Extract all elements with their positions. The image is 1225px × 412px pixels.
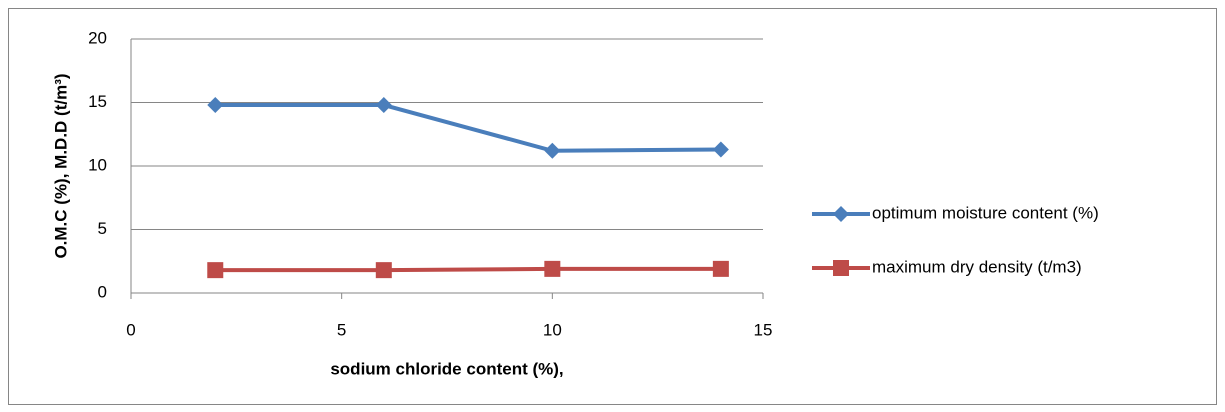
marker [833,260,849,276]
marker [207,97,224,114]
marker [375,97,392,114]
x-tick-label: 15 [754,320,773,339]
x-tick-label: 10 [543,320,562,339]
legend-label: maximum dry density (t/m3) [872,257,1082,276]
y-tick-label: 10 [88,155,107,174]
marker [712,141,729,158]
x-axis-label: sodium chloride content (%), [330,359,563,378]
y-tick-label: 20 [88,28,107,47]
y-tick-label: 5 [98,219,107,238]
chart-border [8,8,1217,405]
marker [207,262,224,279]
marker [544,142,561,159]
series-line [215,103,721,153]
marker [544,260,561,277]
marker [712,260,729,277]
x-tick-label: 0 [126,320,135,339]
x-tick-label: 5 [337,320,346,339]
series-line [215,266,721,273]
marker [833,206,849,222]
y-tick-label: 0 [98,282,107,301]
legend-label: optimum moisture content (%) [872,203,1099,222]
y-tick-label: 15 [88,92,107,111]
marker [375,262,392,279]
y-axis-label: O.M.C (%), M.D.D (t/m³) [51,73,70,258]
